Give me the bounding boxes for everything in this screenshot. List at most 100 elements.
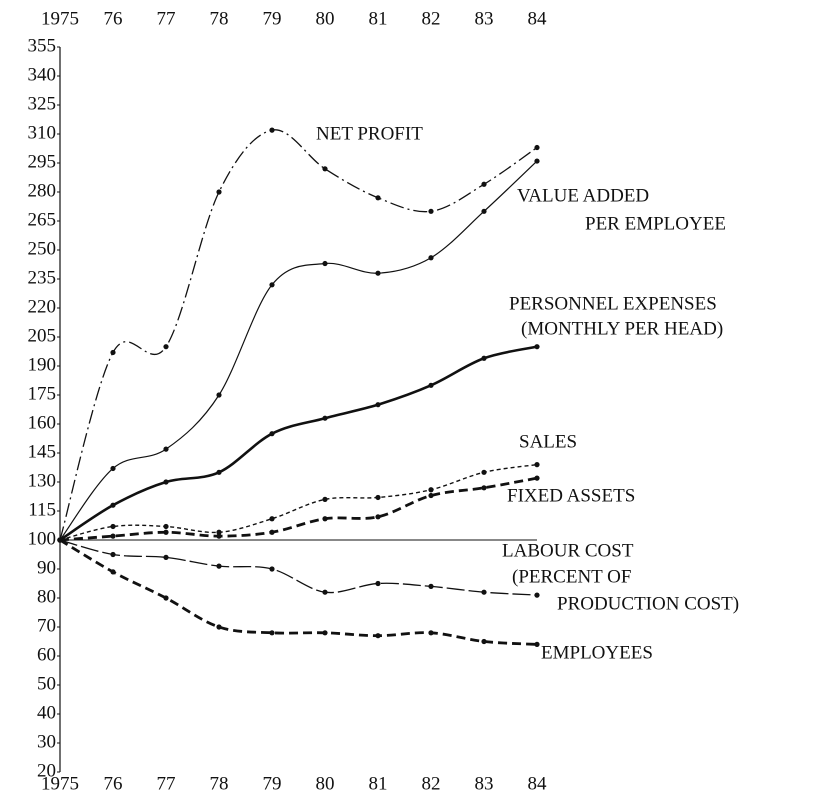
- y-tick-label: 280: [28, 180, 57, 201]
- y-tick-label: 80: [37, 586, 56, 607]
- data-point: [269, 630, 275, 636]
- data-point: [269, 516, 275, 522]
- series-label: SALES: [519, 431, 577, 452]
- y-tick-label: 220: [28, 296, 57, 317]
- series-label: (MONTHLY PER HEAD): [521, 318, 723, 339]
- data-point: [375, 580, 381, 587]
- series-line: [59, 539, 538, 596]
- data-point: [163, 446, 169, 452]
- data-point: [428, 208, 434, 214]
- data-point: [269, 431, 275, 437]
- data-point: [428, 255, 434, 261]
- data-point: [269, 529, 275, 535]
- x-tick-label: 78: [210, 773, 229, 794]
- data-point: [163, 554, 169, 561]
- data-point: [269, 566, 275, 572]
- data-point: [269, 127, 275, 133]
- data-point: [216, 533, 222, 539]
- y-tick-label: 145: [28, 441, 57, 462]
- data-point: [163, 529, 169, 535]
- data-point: [534, 641, 540, 648]
- series-line: [59, 160, 538, 541]
- data-point: [375, 633, 381, 639]
- y-tick-label: 190: [28, 354, 57, 375]
- y-tick-label: 325: [28, 93, 57, 114]
- data-point: [322, 260, 328, 267]
- x-tick-label: 1975: [41, 773, 79, 794]
- y-tick-label: 295: [28, 151, 57, 172]
- x-tick-label: 77: [157, 8, 176, 29]
- x-tick-label: 79: [263, 773, 282, 794]
- data-point: [163, 595, 169, 601]
- series-label: VALUE ADDED: [517, 185, 649, 206]
- x-tick-label: 76: [104, 8, 123, 29]
- data-point: [322, 496, 328, 502]
- x-tick-label: 82: [422, 773, 441, 794]
- data-point: [428, 583, 434, 590]
- data-point: [110, 533, 116, 539]
- data-point: [216, 469, 222, 475]
- data-point: [322, 589, 328, 595]
- x-tick-label: 80: [316, 773, 335, 794]
- data-point: [534, 144, 540, 151]
- data-point: [428, 487, 434, 493]
- x-tick-label: 79: [263, 8, 282, 29]
- data-point: [428, 382, 434, 388]
- series-label: NET PROFIT: [316, 123, 423, 144]
- series-label: PERSONNEL EXPENSES: [509, 293, 717, 314]
- data-point: [481, 589, 487, 595]
- data-point: [110, 465, 116, 472]
- series-label: EMPLOYEES: [541, 642, 653, 663]
- data-point: [110, 551, 116, 558]
- data-point: [216, 563, 222, 569]
- data-point: [375, 514, 381, 520]
- x-tick-label: 77: [157, 773, 176, 794]
- x-tick-label: 81: [369, 773, 388, 794]
- data-point: [322, 415, 328, 421]
- data-point: [216, 624, 222, 630]
- y-tick-label: 130: [28, 470, 57, 491]
- y-tick-label: 50: [37, 673, 56, 694]
- series-line: [59, 538, 538, 646]
- data-point: [481, 181, 487, 187]
- y-tick-label: 175: [28, 383, 57, 404]
- data-point: [534, 475, 540, 481]
- data-point: [110, 569, 116, 575]
- data-point: [534, 592, 540, 598]
- data-point: [110, 349, 116, 356]
- series-line: [59, 129, 538, 541]
- y-tick-label: 310: [28, 122, 57, 143]
- data-point: [57, 537, 63, 543]
- x-tick-label: 80: [316, 8, 335, 29]
- series-line: [59, 345, 538, 542]
- data-point: [163, 344, 169, 350]
- data-point: [110, 502, 116, 508]
- series-label: LABOUR COST: [502, 540, 634, 561]
- data-point: [375, 270, 381, 276]
- data-point: [322, 630, 328, 636]
- y-tick-label: 40: [37, 702, 56, 723]
- data-point: [216, 392, 222, 398]
- data-point: [163, 479, 169, 485]
- series-line: [59, 463, 538, 541]
- x-tick-label: 76: [104, 773, 123, 794]
- data-point: [163, 523, 169, 530]
- data-point: [216, 189, 222, 195]
- y-tick-label: 265: [28, 209, 57, 230]
- data-point: [269, 282, 275, 288]
- y-tick-label: 115: [28, 499, 56, 520]
- y-tick-label: 70: [37, 615, 56, 636]
- data-point: [322, 516, 328, 522]
- x-tick-label: 81: [369, 8, 388, 29]
- data-point: [481, 355, 487, 361]
- y-tick-label: 20: [37, 760, 56, 781]
- x-tick-label: 84: [528, 8, 548, 29]
- y-tick-label: 160: [28, 412, 57, 433]
- data-point: [322, 166, 328, 172]
- x-tick-label: 83: [475, 8, 494, 29]
- x-tick-label: 83: [475, 773, 494, 794]
- x-tick-label: 78: [210, 8, 229, 29]
- data-point: [110, 523, 116, 530]
- y-tick-label: 250: [28, 238, 57, 259]
